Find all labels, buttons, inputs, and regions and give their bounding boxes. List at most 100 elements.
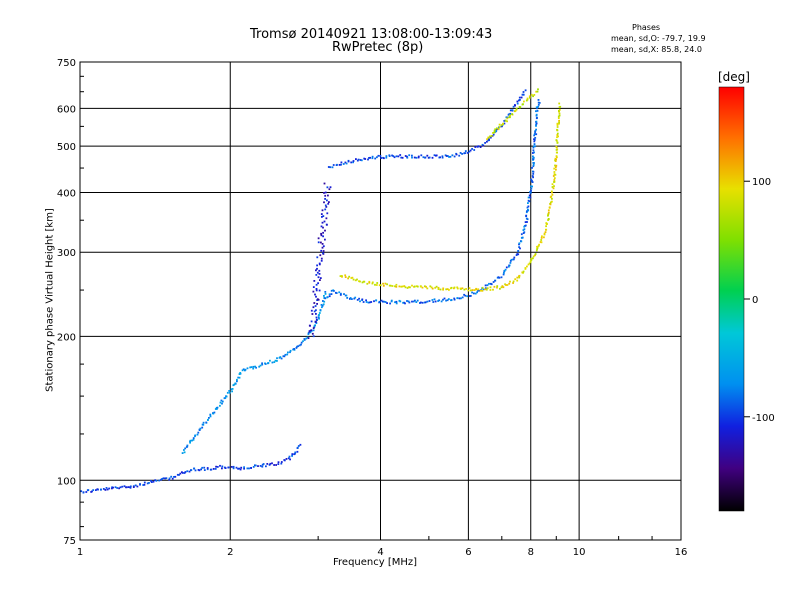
data-point <box>338 291 341 294</box>
data-point <box>503 122 506 125</box>
data-point <box>499 287 501 290</box>
colorbar-tick-label: -100 <box>752 413 775 424</box>
data-point <box>522 271 524 274</box>
data-point <box>309 324 311 327</box>
data-point <box>515 254 518 256</box>
data-point <box>535 106 538 109</box>
data-point <box>232 384 235 387</box>
data-point <box>324 291 327 293</box>
data-point <box>327 194 329 197</box>
data-point <box>540 239 543 241</box>
data-point <box>514 104 516 107</box>
data-point <box>340 163 342 166</box>
data-point <box>315 316 318 319</box>
data-point <box>484 142 486 144</box>
data-point <box>209 415 212 418</box>
data-point <box>324 297 327 300</box>
data-point <box>486 140 488 143</box>
data-point <box>252 365 255 368</box>
x-tick-label: 1 <box>77 547 83 558</box>
y-tick-label: 75 <box>63 536 76 547</box>
data-point <box>160 478 162 481</box>
data-point <box>415 156 418 159</box>
data-point <box>469 295 472 297</box>
data-point <box>493 285 496 288</box>
data-point <box>424 156 427 159</box>
data-point <box>199 427 202 430</box>
data-point <box>315 269 317 272</box>
data-point <box>277 461 280 464</box>
data-point <box>382 282 384 285</box>
data-point <box>535 122 538 125</box>
data-point <box>481 289 484 292</box>
data-point <box>437 288 440 290</box>
data-point <box>404 286 407 289</box>
data-point <box>502 286 505 289</box>
data-point <box>488 282 490 285</box>
data-point <box>532 152 534 154</box>
data-point <box>411 300 413 303</box>
data-point <box>524 221 527 223</box>
data-point <box>324 293 327 295</box>
data-point <box>558 108 561 111</box>
data-point <box>394 285 396 288</box>
data-point <box>492 288 494 291</box>
x-tick-label: 10 <box>573 547 586 558</box>
data-point <box>552 187 555 190</box>
data-point <box>330 293 333 295</box>
data-point <box>527 205 530 208</box>
data-point <box>558 121 560 124</box>
data-point <box>257 465 259 467</box>
data-point <box>286 353 289 356</box>
data-point <box>509 262 512 264</box>
data-point <box>543 233 546 236</box>
data-point <box>324 194 327 197</box>
data-point <box>315 283 318 286</box>
data-point <box>369 156 371 159</box>
data-point <box>482 144 485 147</box>
data-point <box>492 281 495 283</box>
data-point <box>183 451 186 454</box>
data-point <box>312 286 315 288</box>
data-point <box>445 288 448 291</box>
data-point <box>328 293 331 296</box>
data-point <box>165 477 168 480</box>
data-point <box>324 204 327 207</box>
data-point <box>522 93 525 96</box>
data-point <box>352 278 355 281</box>
data-point <box>467 289 470 292</box>
data-point <box>533 94 536 96</box>
data-point <box>407 300 410 303</box>
data-point <box>431 156 434 159</box>
data-point <box>532 95 534 98</box>
data-point <box>344 276 347 278</box>
data-point <box>354 279 357 282</box>
data-point <box>468 150 471 153</box>
data-point <box>533 143 536 145</box>
data-point <box>426 287 429 290</box>
data-point <box>445 155 448 157</box>
data-point <box>299 443 302 446</box>
data-point <box>336 163 338 166</box>
data-point <box>321 306 323 309</box>
data-point <box>315 289 318 292</box>
data-point <box>312 329 315 332</box>
data-point <box>399 154 402 156</box>
data-point <box>352 161 354 164</box>
data-point <box>210 468 213 471</box>
data-point <box>504 268 507 271</box>
data-point <box>518 276 521 279</box>
data-point <box>391 285 394 287</box>
data-point <box>105 487 108 489</box>
data-point <box>488 139 490 142</box>
data-point <box>503 269 506 272</box>
data-point <box>128 486 130 488</box>
data-point <box>345 162 348 165</box>
data-point <box>385 156 388 159</box>
data-point <box>246 467 249 470</box>
data-point <box>239 372 242 374</box>
data-point <box>102 488 105 490</box>
data-point <box>537 99 540 101</box>
data-point <box>531 185 533 188</box>
data-point <box>311 313 314 315</box>
